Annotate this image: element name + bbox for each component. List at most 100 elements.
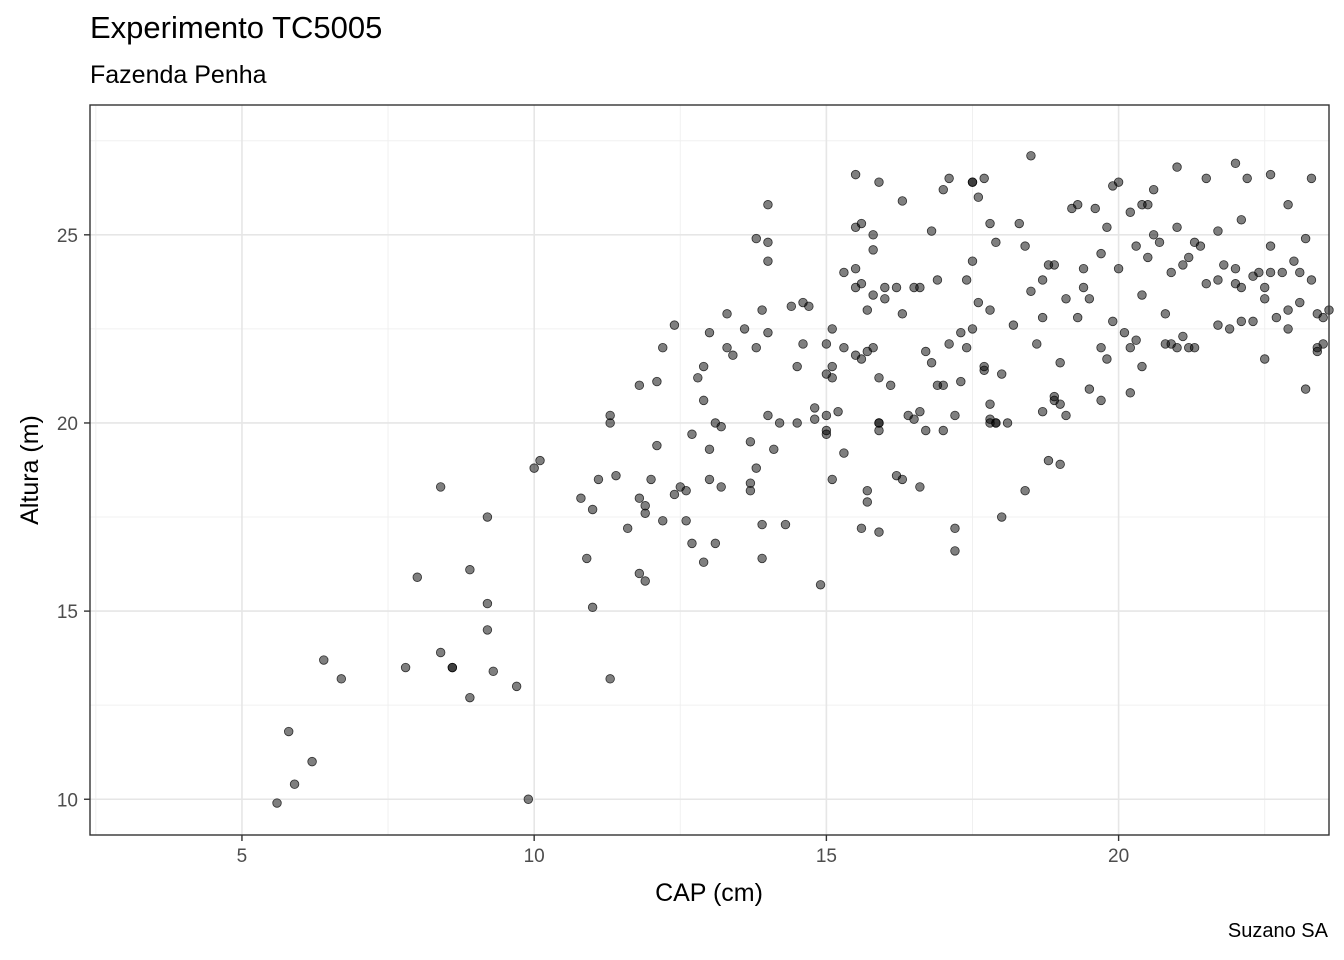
data-point: [728, 350, 738, 360]
data-point: [850, 169, 861, 180]
data-point: [400, 662, 411, 673]
data-point: [921, 346, 931, 357]
data-point: [792, 361, 802, 372]
data-point: [874, 418, 884, 428]
data-point: [985, 305, 995, 315]
data-point: [991, 237, 1001, 248]
data-point: [1148, 184, 1159, 195]
data-point: [1236, 316, 1247, 327]
data-point: [1283, 324, 1293, 334]
y-tick-label: 15: [57, 602, 78, 623]
data-point: [1125, 343, 1135, 353]
data-point: [1318, 312, 1328, 323]
data-point: [885, 380, 896, 391]
data-point: [1189, 343, 1200, 353]
data-point: [272, 798, 282, 808]
data-point: [1137, 290, 1147, 300]
data-point: [1283, 200, 1293, 210]
data-point: [1148, 230, 1159, 240]
data-point: [704, 444, 715, 455]
data-point: [722, 343, 732, 353]
data-point: [973, 192, 984, 202]
data-point: [827, 474, 837, 485]
data-point: [874, 373, 884, 383]
data-point: [862, 305, 872, 315]
data-point: [880, 282, 890, 293]
data-point: [1184, 252, 1194, 263]
data-point: [815, 580, 826, 590]
data-point: [757, 305, 767, 315]
data-point: [529, 463, 539, 473]
data-point: [997, 369, 1007, 379]
data-point: [1265, 241, 1276, 251]
data-point: [1289, 256, 1299, 266]
data-point: [1026, 286, 1036, 296]
data-point: [956, 376, 966, 387]
data-point: [915, 282, 925, 293]
data-point: [698, 557, 709, 567]
data-point: [1172, 343, 1182, 353]
data-point: [716, 482, 726, 492]
data-point: [1295, 297, 1305, 308]
data-point: [862, 485, 872, 496]
data-point: [868, 245, 878, 255]
data-point: [1078, 263, 1089, 274]
data-point: [1090, 203, 1100, 214]
data-point: [681, 485, 691, 496]
data-point: [1283, 305, 1293, 315]
data-point: [1037, 312, 1048, 323]
data-point: [687, 538, 697, 549]
data-point: [716, 422, 726, 432]
data-points: [272, 151, 1334, 808]
data-point: [1002, 418, 1013, 428]
data-point: [669, 489, 680, 500]
data-point: [1131, 241, 1141, 251]
data-point: [1096, 248, 1106, 259]
data-point: [967, 324, 978, 334]
x-tick-label: 5: [237, 846, 248, 867]
data-point: [576, 493, 586, 503]
data-point: [284, 726, 294, 737]
data-point: [622, 523, 633, 534]
data-point: [985, 399, 995, 409]
data-point: [1277, 267, 1287, 278]
data-point: [915, 482, 925, 492]
data-point: [669, 320, 680, 330]
data-point: [757, 553, 767, 564]
data-point: [874, 527, 884, 537]
data-point: [1236, 215, 1247, 225]
data-point: [856, 523, 867, 534]
data-point: [1049, 260, 1060, 270]
data-point: [839, 448, 849, 458]
data-point: [1102, 354, 1112, 364]
data-point: [751, 343, 761, 353]
data-point: [523, 794, 534, 804]
data-point: [652, 376, 662, 387]
data-point: [1213, 275, 1223, 285]
data-point: [751, 233, 761, 244]
data-point: [897, 474, 908, 485]
panel-border: [89, 104, 1330, 836]
data-point: [1061, 294, 1071, 304]
data-point: [932, 275, 943, 285]
data-point: [1306, 173, 1317, 184]
data-point: [938, 184, 948, 195]
data-point: [745, 437, 756, 447]
data-point: [681, 516, 691, 526]
data-point: [950, 546, 960, 556]
data-point: [786, 301, 797, 312]
data-point: [1260, 294, 1270, 304]
data-point: [482, 598, 493, 609]
data-point: [1312, 346, 1323, 357]
data-point: [763, 410, 773, 421]
data-point: [985, 218, 995, 229]
y-tick-label: 10: [57, 790, 78, 811]
data-point: [1008, 320, 1019, 330]
x-axis-ticks: 5 10 15 20: [237, 835, 1129, 867]
data-point: [827, 373, 837, 383]
data-point: [1131, 335, 1141, 345]
data-point: [780, 519, 791, 530]
data-point: [1242, 173, 1252, 184]
data-point: [763, 256, 773, 266]
data-point: [839, 267, 849, 278]
